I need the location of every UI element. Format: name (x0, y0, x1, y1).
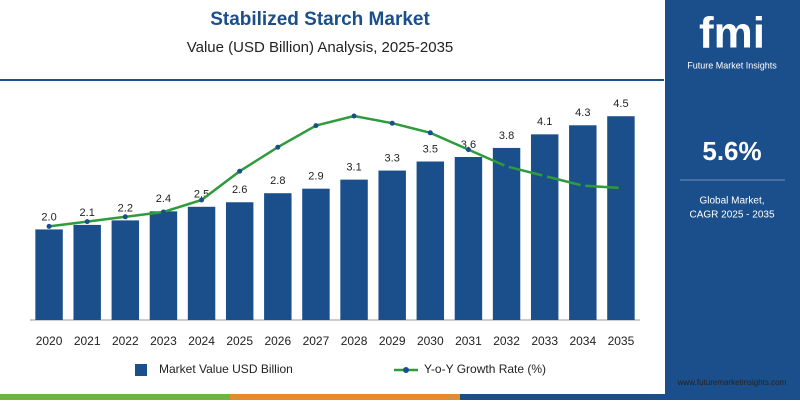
brand-name: Future Market Insights (687, 60, 777, 70)
growth-point (199, 197, 205, 203)
bar (454, 156, 483, 320)
footer-strip (460, 394, 665, 400)
data-label: 2.9 (308, 171, 323, 183)
data-label: 2.4 (156, 193, 171, 205)
data-label: 2.6 (232, 184, 247, 196)
x-tick-label: 2025 (226, 334, 253, 348)
data-label: 3.3 (385, 152, 400, 164)
bar (264, 193, 292, 320)
growth-point (122, 214, 128, 220)
bar (149, 211, 178, 320)
bar (187, 206, 216, 320)
cagr-label: Global Market, (699, 196, 764, 207)
bar (35, 229, 63, 320)
x-tick-label: 2034 (569, 334, 596, 348)
growth-point (84, 219, 90, 225)
growth-point (237, 168, 243, 174)
growth-point (542, 173, 548, 179)
x-tick-label: 2031 (455, 334, 482, 348)
x-tick-label: 2030 (417, 334, 444, 348)
growth-point (504, 163, 510, 169)
x-tick-label: 2033 (531, 334, 558, 348)
side-panel (665, 0, 800, 400)
x-tick-label: 2020 (36, 334, 63, 348)
bar (302, 188, 330, 320)
data-label: 2.8 (270, 175, 285, 187)
chart-subtitle: Value (USD Billion) Analysis, 2025-2035 (187, 39, 454, 56)
bar (73, 224, 101, 320)
cagr-label: CAGR 2025 - 2035 (689, 210, 774, 221)
growth-point (389, 120, 395, 126)
legend-label: Market Value USD Billion (159, 362, 293, 376)
legend-swatch (403, 367, 409, 373)
data-label: 3.5 (423, 143, 438, 155)
growth-point (275, 144, 281, 150)
x-tick-label: 2024 (188, 334, 215, 348)
bar (378, 170, 406, 320)
bar (607, 116, 635, 321)
data-label: 2.2 (118, 202, 133, 214)
x-tick-label: 2023 (150, 334, 177, 348)
x-tick-label: 2026 (264, 334, 291, 348)
growth-point (618, 185, 624, 191)
growth-point (580, 183, 586, 189)
growth-line (48, 114, 622, 228)
cagr-value: 5.6% (702, 136, 761, 166)
data-label: 2.0 (41, 211, 56, 223)
bar (569, 125, 597, 320)
growth-point (351, 113, 357, 119)
data-label: 3.1 (346, 162, 361, 174)
data-label: 2.1 (80, 207, 95, 219)
legend-swatch (135, 364, 147, 376)
x-tick-label: 2029 (379, 334, 406, 348)
bar (492, 147, 521, 320)
bar (225, 202, 254, 320)
growth-point (46, 223, 52, 229)
growth-point (313, 123, 319, 129)
x-tick-label: 2032 (493, 334, 520, 348)
growth-point (427, 130, 433, 136)
data-label: 4.3 (575, 107, 590, 119)
growth-point (160, 209, 166, 215)
x-tick-label: 2027 (303, 334, 330, 348)
bar (416, 161, 445, 320)
x-tick-label: 2035 (608, 334, 635, 348)
bar (111, 220, 140, 320)
footer-strip (0, 394, 230, 400)
bar (530, 134, 559, 320)
x-tick-label: 2022 (112, 334, 139, 348)
data-label: 4.5 (613, 98, 628, 110)
website: www.futuremarketinsights.com (677, 378, 787, 387)
data-label: 4.1 (537, 116, 552, 128)
x-tick-label: 2028 (341, 334, 368, 348)
data-label: 3.8 (499, 130, 514, 142)
growth-point (465, 147, 471, 153)
chart-title: Stabilized Starch Market (210, 9, 430, 30)
x-tick-label: 2021 (74, 334, 101, 348)
footer-strip (230, 394, 460, 400)
logo: fmi (699, 9, 765, 58)
legend-label: Y-o-Y Growth Rate (%) (424, 362, 546, 376)
bar (340, 179, 368, 320)
